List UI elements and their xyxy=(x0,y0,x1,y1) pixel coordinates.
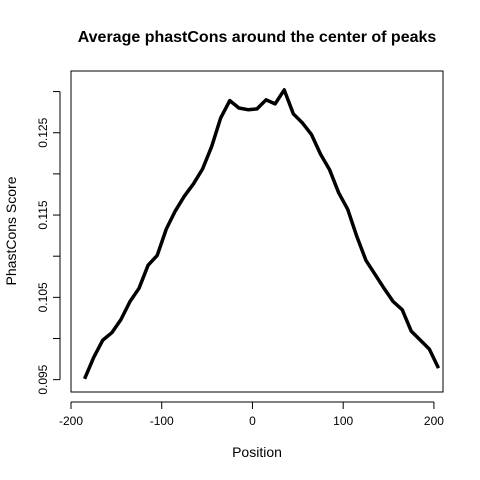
series-layer xyxy=(82,88,441,380)
y-tick-label: 0.115 xyxy=(36,200,50,229)
y-axis: 0.095 0.105 0.115 0.125 xyxy=(36,91,61,395)
x-tick-label: 200 xyxy=(424,414,444,428)
y-tick-label: 0.125 xyxy=(36,117,50,147)
chart-title: Average phastCons around the center of p… xyxy=(78,29,437,46)
series-line xyxy=(82,88,441,380)
x-tick-label: 0 xyxy=(249,414,256,428)
x-tick-label: 100 xyxy=(333,414,353,428)
x-axis: -200 -100 0 100 200 xyxy=(59,401,444,428)
x-axis-label: Position xyxy=(232,444,282,460)
x-tick-label: -200 xyxy=(59,414,83,428)
plot-frame xyxy=(70,70,444,393)
y-axis-label: PhastCons Score xyxy=(3,176,19,285)
y-tick-label: 0.095 xyxy=(36,364,50,394)
x-tick-label: -100 xyxy=(150,414,174,428)
y-tick-label: 0.105 xyxy=(36,282,50,312)
